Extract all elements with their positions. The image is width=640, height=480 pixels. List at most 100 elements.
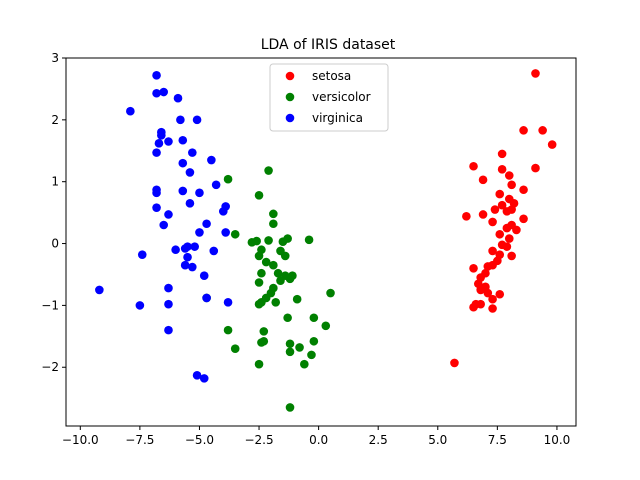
setosa-point (531, 69, 540, 78)
versicolor-point (223, 325, 233, 335)
virginica-point (126, 106, 135, 116)
versicolor-point (269, 209, 278, 219)
virginica-point (202, 219, 211, 229)
setosa-point (462, 212, 471, 221)
x-tick-label: −10.0 (62, 433, 99, 447)
versicolor-point (257, 268, 266, 278)
legend: setosa versicolor virginica (269, 63, 389, 132)
versicolor-point (285, 339, 295, 349)
versicolor-point (254, 278, 264, 287)
plot-frame (65, 57, 577, 427)
setosa-point (531, 163, 540, 173)
x-axis: −10.0 −7.5 −5.0 −2.5 0.0 2.5 5.0 7.5 10.0 (62, 426, 570, 447)
x-tick-label: 7.5 (488, 433, 507, 447)
versicolor-point (326, 288, 335, 298)
setosa-point (504, 171, 514, 180)
setosa-point (490, 205, 500, 214)
versicolor-point (254, 191, 264, 200)
virginica-point (164, 137, 173, 146)
setosa-point (476, 285, 485, 295)
setosa-point (507, 205, 516, 214)
setosa-point (547, 140, 557, 149)
setosa-point (469, 263, 478, 273)
versicolor-point (307, 350, 316, 360)
legend-label-virginica: virginica (312, 111, 363, 125)
setosa-point (469, 302, 478, 312)
virginica-point (178, 135, 188, 145)
setosa-point (519, 126, 528, 135)
legend-label-setosa: setosa (312, 69, 351, 83)
versicolor-point (300, 359, 309, 369)
virginica-point (211, 180, 221, 190)
x-tick-label: −7.5 (125, 433, 154, 447)
versicolor-point (285, 347, 295, 357)
virginica-point (164, 283, 173, 293)
setosa-point (497, 149, 507, 159)
versicolor-point (230, 229, 240, 239)
x-tick-label: 2.5 (369, 433, 388, 447)
versicolor-point (278, 237, 288, 246)
virginica-point (152, 71, 161, 80)
versicolor-point (269, 260, 278, 270)
versicolor-point (264, 166, 273, 175)
versicolor-point (266, 288, 276, 298)
versicolor-point (309, 336, 319, 346)
setosa-point (450, 358, 459, 368)
virginica-point (135, 301, 145, 310)
versicolor-point (254, 299, 264, 309)
virginica-point (137, 250, 147, 259)
setosa-point (495, 229, 505, 239)
versicolor-point (264, 236, 273, 245)
versicolor-point (309, 313, 319, 323)
versicolor-point (292, 294, 302, 304)
versicolor-point (259, 327, 269, 336)
virginica-point (152, 148, 161, 157)
x-tick-label: 10.0 (544, 433, 571, 447)
setosa-point (507, 251, 516, 261)
versicolor-point (304, 235, 314, 245)
versicolor-point (261, 257, 271, 267)
points-layer (95, 69, 557, 412)
legend-marker-versicolor (285, 92, 295, 102)
virginica-point (178, 186, 188, 196)
y-tick-label: 0 (51, 237, 59, 251)
setosa-point (519, 214, 528, 224)
virginica-point (190, 242, 199, 251)
virginica-point (192, 370, 202, 380)
virginica-point (185, 199, 195, 208)
virginica-point (192, 115, 202, 125)
y-tick-label: 2 (51, 113, 59, 127)
setosa-point (478, 210, 488, 219)
setosa-point (495, 189, 505, 199)
virginica-point (178, 158, 188, 168)
virginica-point (207, 155, 216, 165)
virginica-point (152, 88, 161, 98)
virginica-point (221, 228, 230, 237)
virginica-point (221, 202, 230, 211)
versicolor-point (259, 336, 269, 346)
versicolor-point (285, 274, 295, 284)
virginica-point (195, 228, 204, 237)
x-tick-label: 5.0 (428, 433, 447, 447)
setosa-point (497, 165, 507, 174)
virginica-point (95, 285, 104, 295)
versicolor-point (254, 359, 264, 369)
setosa-point (497, 200, 507, 210)
virginica-point (154, 139, 164, 148)
setosa-point (488, 304, 497, 313)
legend-marker-setosa (285, 71, 295, 81)
setosa-point (478, 175, 488, 185)
virginica-point (185, 168, 195, 177)
virginica-point (152, 185, 161, 195)
virginica-point (209, 246, 219, 256)
setosa-point (488, 217, 497, 227)
virginica-point (176, 115, 185, 125)
versicolor-point (254, 251, 264, 261)
y-tick-label: −1 (41, 298, 59, 312)
versicolor-point (321, 321, 331, 331)
virginica-point (195, 188, 204, 198)
setosa-point (502, 242, 512, 251)
virginica-point (180, 244, 190, 253)
versicolor-point (269, 219, 278, 229)
setosa-point (476, 299, 485, 309)
